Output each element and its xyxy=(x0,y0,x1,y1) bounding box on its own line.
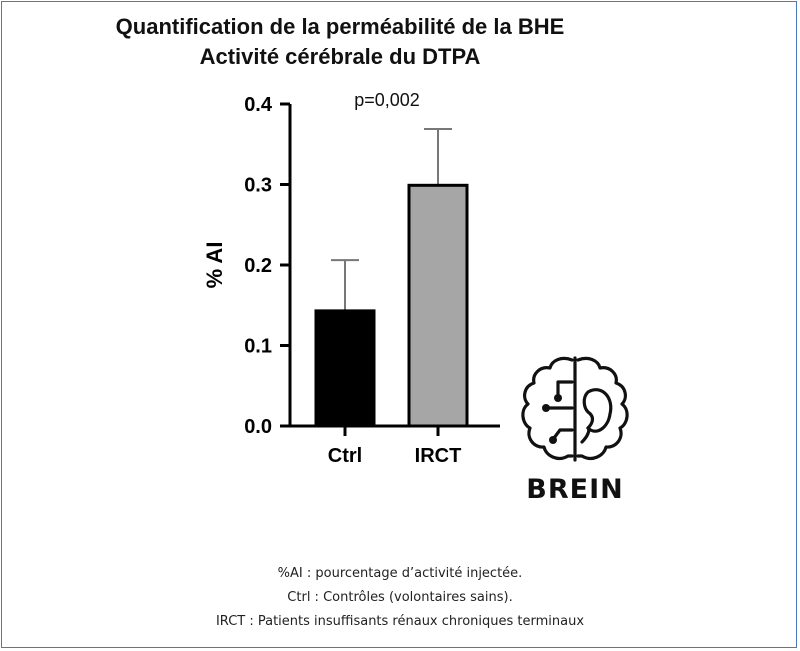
brain-kidney-icon xyxy=(521,356,629,462)
x-tick-label: IRCT xyxy=(415,445,462,467)
chart-title: Quantification de la perméabilité de la … xyxy=(115,14,565,39)
y-tick-label: 0.0 xyxy=(244,416,272,438)
footnote-ai: %AI : pourcentage d’activité injectée. xyxy=(277,566,523,581)
y-tick-label: 0.3 xyxy=(244,175,272,197)
y-tick-label: 0.2 xyxy=(244,255,272,277)
bar-ctrl xyxy=(314,309,376,428)
y-tick-label: 0.1 xyxy=(244,336,272,358)
footnote-irct: IRCT : Patients insuffisants rénaux chro… xyxy=(215,614,585,629)
p-value-annotation: p=0,002 xyxy=(354,90,420,110)
y-axis-label: % AI xyxy=(202,242,227,289)
bar-irct xyxy=(407,183,469,428)
logo-text: BREIN xyxy=(526,474,624,505)
footnote-ctrl: Ctrl : Contrôles (volontaires sains). xyxy=(287,590,513,605)
x-tick-label: Ctrl xyxy=(328,445,362,467)
chart-subtitle: Activité cérébrale du DTPA xyxy=(199,44,481,69)
y-tick-label: 0.4 xyxy=(244,94,273,116)
